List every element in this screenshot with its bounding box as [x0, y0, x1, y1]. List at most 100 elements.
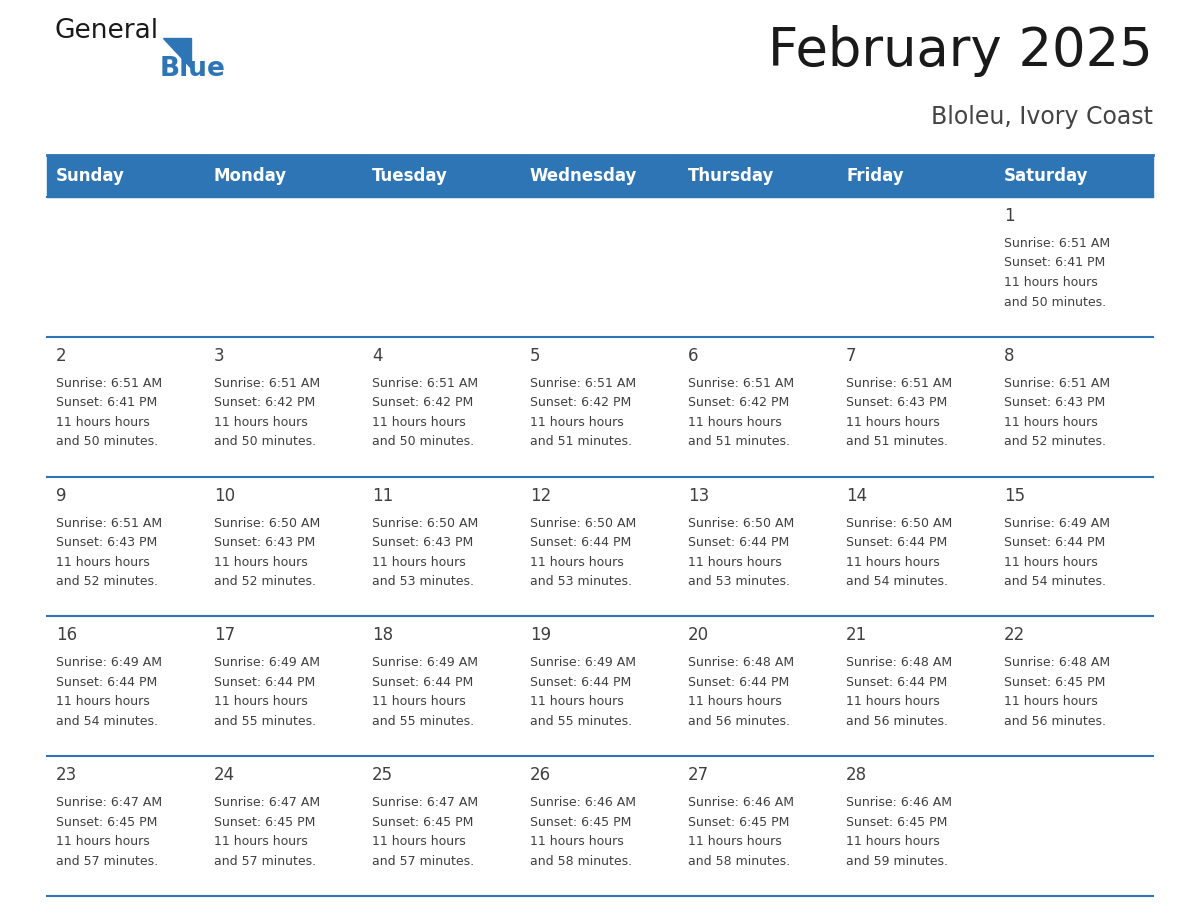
- Bar: [838, 756, 996, 896]
- Text: Sunrise: 6:48 AM: Sunrise: 6:48 AM: [688, 656, 794, 669]
- Text: Sunset: 6:43 PM: Sunset: 6:43 PM: [214, 536, 315, 549]
- Text: 11 hours hours: 11 hours hours: [530, 555, 624, 568]
- Bar: [838, 155, 996, 197]
- Text: 11 hours hours: 11 hours hours: [372, 696, 466, 709]
- Bar: [996, 616, 1154, 756]
- Bar: [206, 476, 364, 616]
- Text: 27: 27: [688, 767, 709, 784]
- Text: and 56 minutes.: and 56 minutes.: [1004, 715, 1106, 728]
- Text: and 55 minutes.: and 55 minutes.: [214, 715, 316, 728]
- Text: 11 hours hours: 11 hours hours: [214, 555, 308, 568]
- Bar: [838, 337, 996, 476]
- Text: Sunset: 6:45 PM: Sunset: 6:45 PM: [214, 816, 315, 829]
- Text: 11 hours hours: 11 hours hours: [214, 416, 308, 429]
- Bar: [206, 197, 364, 337]
- Text: Sunrise: 6:48 AM: Sunrise: 6:48 AM: [846, 656, 952, 669]
- Bar: [206, 155, 364, 197]
- Text: and 57 minutes.: and 57 minutes.: [56, 855, 158, 868]
- Text: Sunrise: 6:51 AM: Sunrise: 6:51 AM: [56, 517, 162, 530]
- Text: 11 hours hours: 11 hours hours: [530, 835, 624, 848]
- Text: Sunset: 6:44 PM: Sunset: 6:44 PM: [372, 676, 473, 688]
- Text: and 50 minutes.: and 50 minutes.: [214, 435, 316, 448]
- Text: Sunrise: 6:49 AM: Sunrise: 6:49 AM: [56, 656, 162, 669]
- Text: 12: 12: [530, 487, 551, 505]
- Bar: [48, 616, 206, 756]
- Text: Sunset: 6:41 PM: Sunset: 6:41 PM: [56, 397, 157, 409]
- Text: Sunrise: 6:50 AM: Sunrise: 6:50 AM: [372, 517, 479, 530]
- Text: Sunset: 6:44 PM: Sunset: 6:44 PM: [688, 676, 789, 688]
- Text: and 54 minutes.: and 54 minutes.: [56, 715, 158, 728]
- Text: and 52 minutes.: and 52 minutes.: [56, 575, 158, 588]
- Bar: [364, 476, 522, 616]
- Text: Sunset: 6:45 PM: Sunset: 6:45 PM: [372, 816, 473, 829]
- Text: 11 hours hours: 11 hours hours: [56, 835, 150, 848]
- Text: Sunset: 6:43 PM: Sunset: 6:43 PM: [846, 397, 947, 409]
- Text: and 50 minutes.: and 50 minutes.: [372, 435, 474, 448]
- Text: Sunrise: 6:51 AM: Sunrise: 6:51 AM: [688, 376, 794, 390]
- Text: and 50 minutes.: and 50 minutes.: [56, 435, 158, 448]
- Text: 11 hours hours: 11 hours hours: [1004, 555, 1098, 568]
- Text: 8: 8: [1004, 347, 1015, 364]
- Text: 3: 3: [214, 347, 225, 364]
- Text: Sunrise: 6:49 AM: Sunrise: 6:49 AM: [530, 656, 636, 669]
- Text: and 55 minutes.: and 55 minutes.: [530, 715, 632, 728]
- Text: Wednesday: Wednesday: [530, 167, 638, 185]
- Bar: [996, 476, 1154, 616]
- Bar: [838, 616, 996, 756]
- Text: 11 hours hours: 11 hours hours: [372, 835, 466, 848]
- Polygon shape: [163, 38, 191, 68]
- Text: Sunset: 6:42 PM: Sunset: 6:42 PM: [688, 397, 789, 409]
- Text: Sunset: 6:44 PM: Sunset: 6:44 PM: [688, 536, 789, 549]
- Text: 4: 4: [372, 347, 383, 364]
- Bar: [206, 616, 364, 756]
- Text: and 51 minutes.: and 51 minutes.: [530, 435, 632, 448]
- Bar: [680, 476, 838, 616]
- Text: and 52 minutes.: and 52 minutes.: [1004, 435, 1106, 448]
- Text: Sunrise: 6:49 AM: Sunrise: 6:49 AM: [1004, 517, 1110, 530]
- Text: Sunrise: 6:47 AM: Sunrise: 6:47 AM: [214, 796, 320, 809]
- Text: Sunrise: 6:50 AM: Sunrise: 6:50 AM: [688, 517, 795, 530]
- Text: Sunset: 6:43 PM: Sunset: 6:43 PM: [56, 536, 157, 549]
- Text: 11: 11: [372, 487, 393, 505]
- Bar: [48, 337, 206, 476]
- Text: 11 hours hours: 11 hours hours: [846, 416, 940, 429]
- Bar: [680, 197, 838, 337]
- Text: Sunset: 6:43 PM: Sunset: 6:43 PM: [1004, 397, 1105, 409]
- Text: and 50 minutes.: and 50 minutes.: [1004, 296, 1106, 308]
- Text: and 54 minutes.: and 54 minutes.: [1004, 575, 1106, 588]
- Text: and 51 minutes.: and 51 minutes.: [688, 435, 790, 448]
- Text: and 53 minutes.: and 53 minutes.: [530, 575, 632, 588]
- Text: Sunset: 6:43 PM: Sunset: 6:43 PM: [372, 536, 473, 549]
- Bar: [364, 756, 522, 896]
- Text: Sunset: 6:44 PM: Sunset: 6:44 PM: [530, 536, 631, 549]
- Text: Sunset: 6:44 PM: Sunset: 6:44 PM: [56, 676, 157, 688]
- Text: Sunset: 6:44 PM: Sunset: 6:44 PM: [846, 536, 947, 549]
- Text: 14: 14: [846, 487, 867, 505]
- Text: 24: 24: [214, 767, 235, 784]
- Text: 11 hours hours: 11 hours hours: [1004, 696, 1098, 709]
- Text: 11 hours hours: 11 hours hours: [530, 696, 624, 709]
- Text: 11 hours hours: 11 hours hours: [372, 555, 466, 568]
- Text: 11 hours hours: 11 hours hours: [846, 555, 940, 568]
- Text: 25: 25: [372, 767, 393, 784]
- Text: 17: 17: [214, 626, 235, 644]
- Text: 11 hours hours: 11 hours hours: [1004, 276, 1098, 289]
- Text: 28: 28: [846, 767, 867, 784]
- Text: Tuesday: Tuesday: [372, 167, 448, 185]
- Text: Sunrise: 6:49 AM: Sunrise: 6:49 AM: [214, 656, 320, 669]
- Text: Sunset: 6:45 PM: Sunset: 6:45 PM: [1004, 676, 1105, 688]
- Text: Thursday: Thursday: [688, 167, 775, 185]
- Text: Sunset: 6:45 PM: Sunset: 6:45 PM: [846, 816, 947, 829]
- Text: Sunrise: 6:47 AM: Sunrise: 6:47 AM: [56, 796, 162, 809]
- Text: Blue: Blue: [160, 56, 226, 82]
- Text: 5: 5: [530, 347, 541, 364]
- Text: General: General: [55, 18, 159, 44]
- Text: Sunrise: 6:51 AM: Sunrise: 6:51 AM: [56, 376, 162, 390]
- Text: and 51 minutes.: and 51 minutes.: [846, 435, 948, 448]
- Text: Sunset: 6:42 PM: Sunset: 6:42 PM: [214, 397, 315, 409]
- Text: and 52 minutes.: and 52 minutes.: [214, 575, 316, 588]
- Text: Monday: Monday: [214, 167, 287, 185]
- Bar: [838, 197, 996, 337]
- Text: Friday: Friday: [846, 167, 904, 185]
- Text: and 54 minutes.: and 54 minutes.: [846, 575, 948, 588]
